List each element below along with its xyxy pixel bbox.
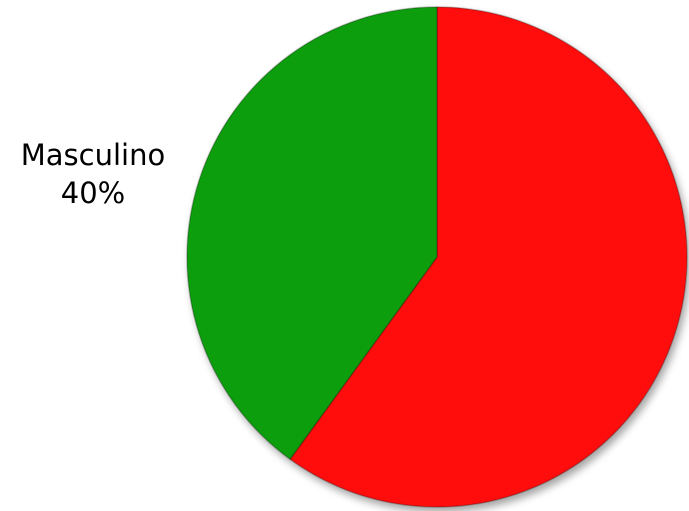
pie-slice-unlabeled-0 bbox=[289, 6, 688, 508]
pie-slice-masculino bbox=[186, 6, 438, 460]
slice-label-masculino-name: Masculino bbox=[21, 138, 165, 172]
pie-slices bbox=[186, 6, 688, 508]
slice-label-masculino-percent: 40% bbox=[61, 176, 125, 210]
